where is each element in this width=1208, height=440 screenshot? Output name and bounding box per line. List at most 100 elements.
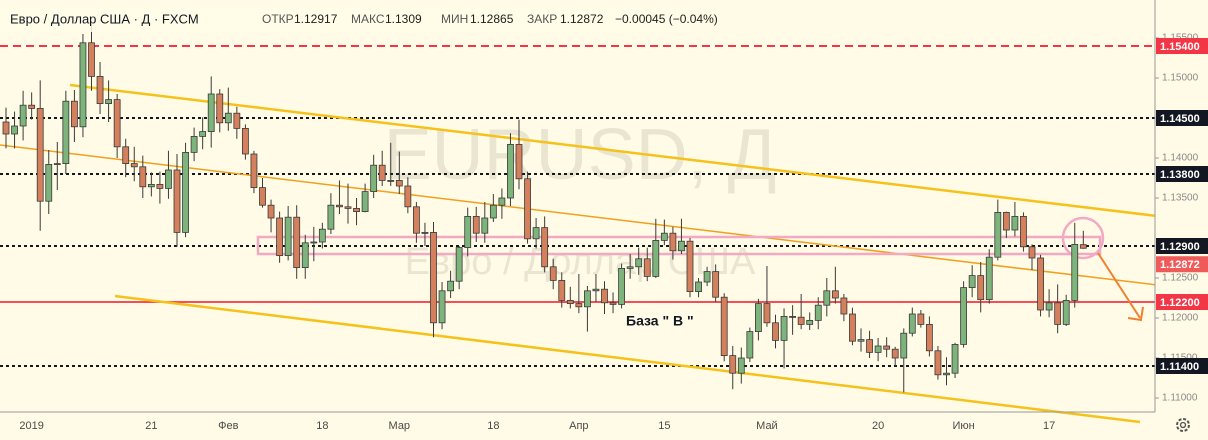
lower-channel-line — [114, 294, 1141, 424]
candle-body — [2, 121, 10, 135]
x-tick-label: 18 — [487, 420, 499, 432]
y-tick-label: 1.13500 — [1162, 193, 1199, 204]
candle-body — [601, 288, 608, 304]
candle-body — [130, 163, 138, 168]
candle-body — [113, 99, 121, 148]
level-label: 1.12200 — [1160, 297, 1200, 309]
candle-body — [62, 100, 70, 164]
x-tick-label: 21 — [145, 420, 157, 432]
candle-body — [831, 290, 839, 299]
candle-body — [224, 112, 232, 124]
x-tick-label: Фев — [218, 420, 238, 432]
candle-body — [592, 288, 600, 292]
y-tick-label: 1.11000 — [1162, 393, 1198, 404]
candle-body — [943, 372, 950, 376]
candle-body — [977, 275, 985, 301]
candle-body — [968, 275, 976, 289]
candle-body — [96, 76, 104, 105]
watermark: EURUSD, Д — [384, 115, 777, 195]
candle-body — [36, 108, 44, 202]
candle-body — [147, 183, 155, 188]
candle-body — [507, 143, 514, 199]
candle-body — [823, 290, 831, 306]
zone-rectangle — [256, 235, 1102, 256]
candle-body — [737, 357, 745, 374]
candle-body — [259, 187, 266, 206]
highlight-circle — [1061, 216, 1105, 260]
candle-body — [635, 258, 643, 268]
candle-body — [182, 151, 189, 233]
candle-body — [866, 339, 873, 353]
low-value: 1.12865 — [470, 12, 514, 26]
candle-body — [267, 204, 275, 219]
candle-body — [430, 231, 437, 324]
candle-body — [1079, 244, 1087, 249]
upper-channel-line — [69, 83, 1158, 218]
candle-body — [643, 258, 651, 277]
candle-body — [549, 266, 557, 281]
candle-body — [934, 350, 942, 376]
level-label-box — [1156, 38, 1208, 54]
candle-body — [994, 211, 1002, 258]
candle-body — [455, 247, 463, 282]
candle-body — [1020, 215, 1027, 248]
candle-body — [1062, 299, 1070, 325]
candle-body — [566, 299, 574, 304]
level-label-box — [1156, 358, 1208, 374]
candle-body — [173, 169, 181, 233]
low-label: МИН — [441, 12, 468, 26]
high-value: 1.1309 — [385, 12, 422, 26]
open-value: 1.12917 — [294, 12, 338, 26]
candle-body — [395, 179, 403, 187]
candle-body — [755, 303, 762, 333]
candle-body — [105, 99, 112, 104]
last-price-label: 1.12872 — [1160, 259, 1200, 271]
candle-body — [703, 271, 711, 283]
annotation: База " В " — [626, 313, 694, 329]
x-tick-label: Июн — [952, 420, 974, 432]
middle-channel-line — [0, 144, 1158, 286]
candles — [2, 22, 1087, 393]
candle-body — [541, 227, 549, 268]
candle-body — [532, 227, 540, 240]
candle-body — [387, 179, 395, 182]
y-tick-label: 1.15000 — [1162, 73, 1199, 84]
candle-body — [79, 42, 87, 128]
watermark-subtitle: Евро / Доллар США — [405, 241, 756, 283]
candle-body — [241, 127, 249, 155]
candle-body — [464, 215, 472, 248]
level-label-box — [1156, 166, 1208, 182]
candle-body — [985, 256, 993, 301]
candle-body — [472, 215, 480, 234]
level-label-box — [1156, 294, 1208, 310]
candle-body — [1011, 215, 1019, 231]
candle-body — [1045, 302, 1053, 311]
level-label: 1.11400 — [1160, 361, 1199, 373]
candle-body — [1002, 211, 1010, 231]
candle-body — [926, 323, 933, 352]
x-tick-label: 20 — [872, 420, 884, 432]
forecast-arrow-head — [1127, 306, 1144, 322]
candle-body — [515, 143, 523, 180]
candle-body — [199, 131, 207, 137]
candle-body — [712, 271, 720, 298]
candle-body — [353, 207, 360, 212]
candle-body — [857, 339, 865, 342]
settings-button[interactable] — [1176, 418, 1190, 432]
candle-body — [814, 304, 822, 321]
candle-body — [900, 332, 908, 359]
open-label: ОТКР — [262, 12, 294, 26]
candle-body — [789, 315, 796, 318]
candle-body — [840, 297, 848, 315]
candle-body — [378, 164, 386, 181]
candle-body — [917, 313, 925, 325]
candle-body — [481, 217, 489, 234]
candle-body — [1054, 302, 1062, 325]
candle-body — [412, 206, 420, 234]
candle-body — [626, 266, 634, 269]
candle-body — [618, 267, 625, 305]
symbol-title: Евро / Доллар США · Д · FXCM — [10, 11, 199, 26]
candle-body — [19, 104, 27, 127]
